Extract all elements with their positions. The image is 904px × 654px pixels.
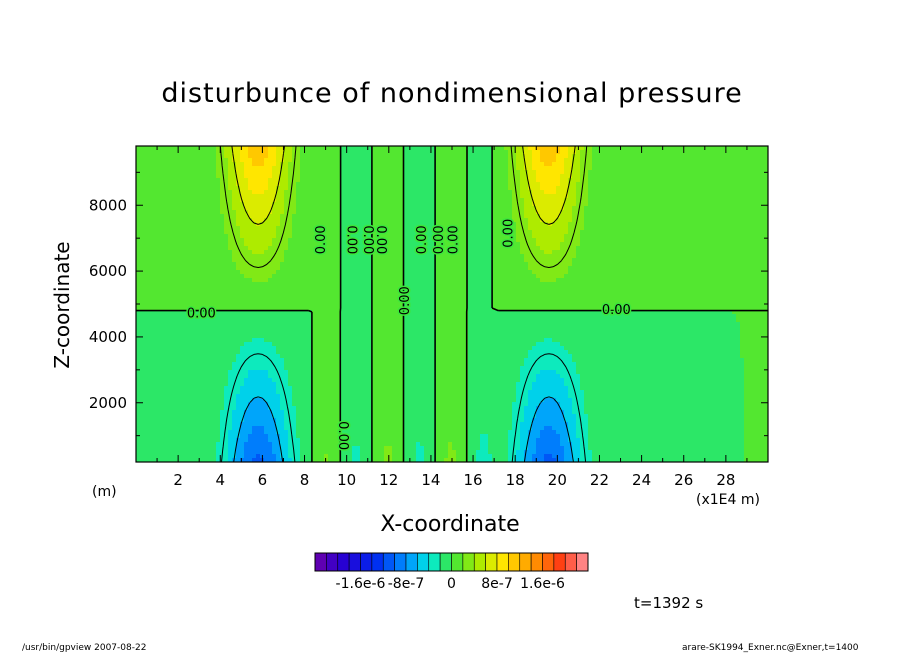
colorbar-cell [417, 552, 430, 572]
x-tick-label: 6 [258, 471, 268, 489]
x-tick-label: 18 [506, 471, 525, 489]
y-tick-label: 6000 [89, 262, 127, 280]
contour-label: 0.00 [360, 225, 375, 254]
colorbar-cell [496, 552, 509, 572]
pressure-field [136, 146, 768, 462]
x-unit-right: (x1E4 m) [696, 492, 760, 508]
x-tick-label: 28 [716, 471, 735, 489]
x-tick-label: 26 [674, 471, 693, 489]
contour-lines [136, 146, 768, 462]
contour-line [219, 146, 588, 268]
contour-label: 0.00 [187, 306, 216, 321]
x-tick-label: 2 [173, 471, 183, 489]
contour-label: 0.00 [314, 225, 329, 254]
colorbar-tick-label: 8e-7 [481, 576, 512, 592]
y-tick-label: 2000 [89, 394, 127, 412]
colorbar-cell [542, 552, 555, 572]
contour-label: 0.00 [447, 225, 462, 254]
contour-label: 0.00 [415, 225, 430, 254]
colorbar-cell [428, 552, 441, 572]
footer-left: /usr/bin/gpview 2007-08-22 [22, 643, 147, 653]
x-tick-label: 16 [464, 471, 483, 489]
x-tick-label: 12 [379, 471, 398, 489]
colorbar-cell [564, 552, 577, 572]
colorbar-cell [576, 552, 589, 572]
x-tick-label: 10 [337, 471, 356, 489]
contour-label: 0.00 [373, 225, 388, 254]
colorbar-cell [382, 552, 395, 572]
contour-label: 0.00 [602, 303, 631, 318]
x-unit-left: (m) [92, 484, 117, 500]
x-tick-label: 20 [548, 471, 567, 489]
colorbar-cell [337, 552, 350, 572]
contour-labels: 0.00 0.000.00 0.00 0.000.000.000.00 0.00 0.00… [185, 217, 632, 451]
chart-title: disturbunce of nondimensional pressure [161, 78, 743, 109]
x-axis-label: X-coordinate [380, 512, 520, 537]
colorbar-cell [485, 552, 498, 572]
colorbar-cell [394, 552, 407, 572]
colorbar-tick-label: 0 [447, 576, 456, 592]
colorbar-cell [360, 552, 373, 572]
colorbar-tick-label: 1.6e-6 [520, 576, 565, 592]
x-tick-label: 22 [590, 471, 609, 489]
colorbar-cell [371, 552, 384, 572]
colorbar-cell [553, 552, 566, 572]
colorbar-cell [348, 552, 361, 572]
contour-label: 0.00 [335, 421, 350, 450]
colorbar-tick-label: -1.6e-6 [336, 576, 386, 592]
x-tick-label: 14 [421, 471, 440, 489]
y-tick-label: 8000 [89, 196, 127, 214]
contour-label: 0.00 [343, 225, 358, 254]
contour-line [136, 146, 768, 462]
colorbar-cell [473, 552, 486, 572]
colorbar-cell [508, 552, 521, 572]
x-tick-label: 4 [215, 471, 225, 489]
colorbar: -1.6e-6 -8e-7 0 8e-7 1.6e-6 [314, 552, 589, 592]
contour-line [221, 353, 587, 462]
colorbar-cell [519, 552, 532, 572]
colorbar-cell [314, 552, 327, 572]
contour-line [233, 396, 574, 462]
time-label: t=1392 s [634, 594, 704, 612]
y-tick-label: 4000 [89, 328, 127, 346]
colorbar-cell [462, 552, 475, 572]
x-tick-label: 8 [300, 471, 310, 489]
footer-right: arare-SK1994_Exner.nc@Exner,t=1400 [682, 643, 859, 653]
contour-label: 0.00 [501, 219, 516, 248]
x-tick-label: 24 [632, 471, 651, 489]
colorbar-cell [451, 552, 464, 572]
colorbar-cell [439, 552, 452, 572]
y-axis-label: Z-coordinate [50, 241, 74, 369]
colorbar-cell [530, 552, 543, 572]
contour-label: 0.00 [432, 225, 447, 254]
colorbar-cell [405, 552, 418, 572]
colorbar-cell [326, 552, 339, 572]
contour-line [231, 146, 576, 225]
colorbar-frame [314, 552, 589, 572]
contour-label: 0.00 [398, 286, 413, 315]
colorbar-tick-label: -8e-7 [388, 576, 425, 592]
